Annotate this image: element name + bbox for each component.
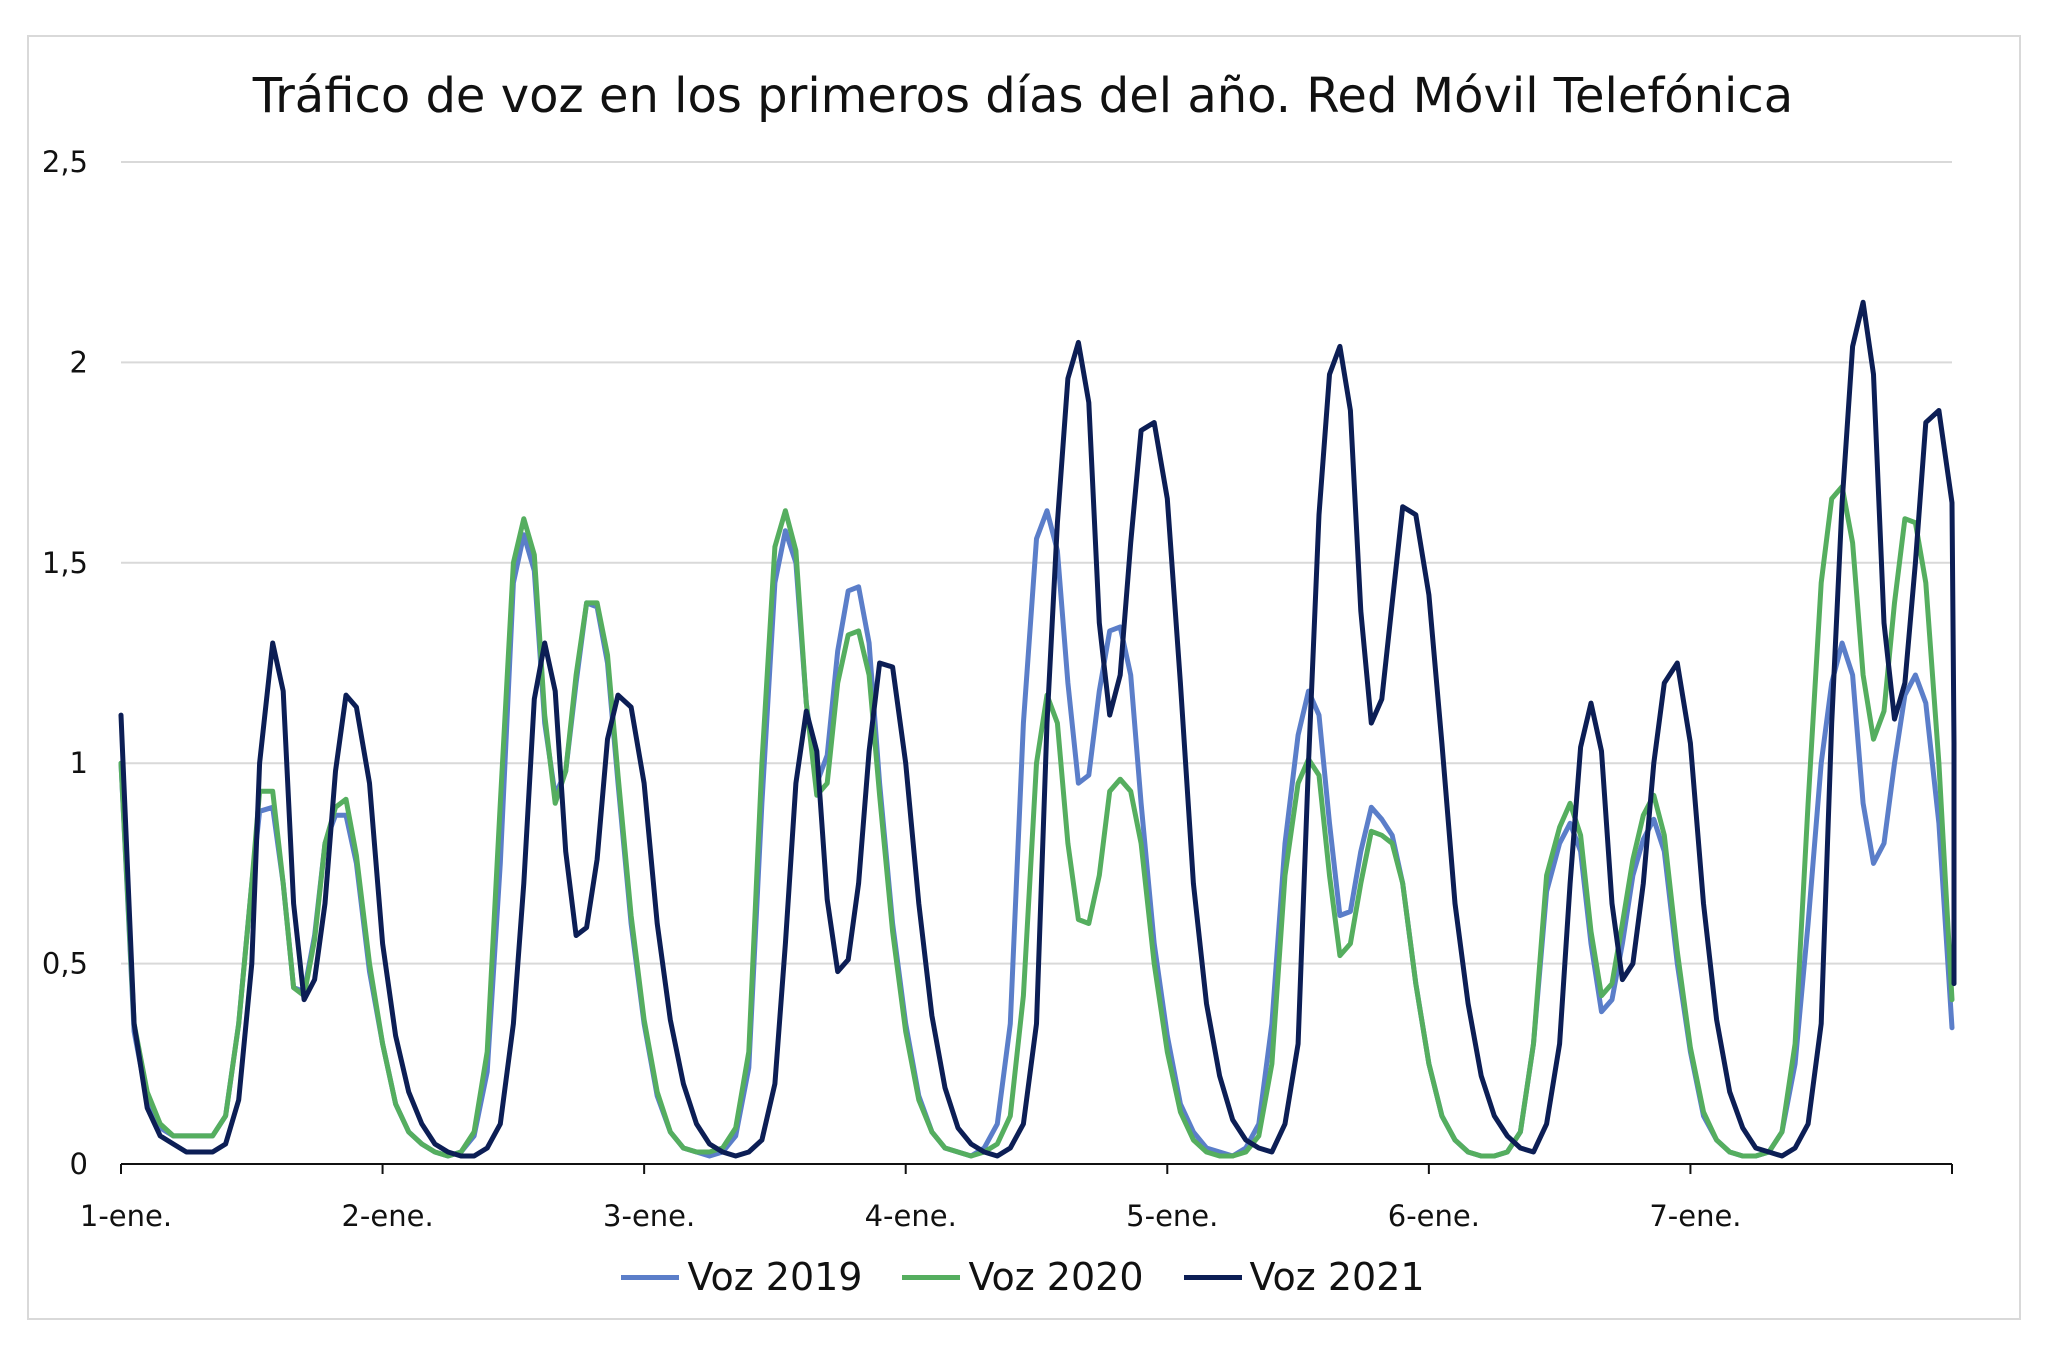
legend-swatch: [902, 1274, 961, 1280]
x-tick-label: 3-ene.: [603, 1199, 695, 1233]
legend-label: Voz 2020: [968, 1255, 1144, 1299]
legend-item: Voz 2020: [902, 1255, 1144, 1299]
series-line-3: [118, 299, 1957, 1159]
legend-item: Voz 2021: [1183, 1255, 1425, 1299]
legend-swatch: [621, 1274, 680, 1280]
legend: Voz 2019 Voz 2020 Voz 2021: [0, 1255, 2046, 1299]
tick-labels: 0 0,5 1 1,5 2 2,5 1-ene. 2-ene. 3-ene. 4-ene. 5-en…: [42, 145, 1742, 1233]
series-lines: [118, 299, 1957, 1159]
y-tick-label: 1,5: [42, 546, 88, 580]
x-tick-label: 5-ene.: [1126, 1199, 1218, 1233]
legend-label: Voz 2021: [1249, 1255, 1425, 1299]
x-tick-label: 4-ene.: [865, 1199, 957, 1233]
legend-label: Voz 2019: [687, 1255, 863, 1299]
y-tick-label: 0,5: [42, 947, 88, 981]
y-tick-label: 1: [70, 746, 88, 780]
axes: [120, 1163, 1953, 1174]
y-tick-label: 2: [70, 345, 88, 379]
series-line-2: [118, 484, 1955, 1159]
legend-swatch: [1183, 1274, 1242, 1280]
series-line-1: [118, 508, 1955, 1159]
chart-title: Tráfico de voz en los primeros días del …: [252, 68, 1794, 124]
x-tick-label: 1-ene.: [80, 1199, 172, 1233]
x-tick-label: 2-ene.: [341, 1199, 433, 1233]
x-tick-label: 6-ene.: [1388, 1199, 1480, 1233]
legend-item: Voz 2019: [621, 1255, 862, 1299]
y-tick-label: 0: [70, 1147, 88, 1181]
x-tick-label: 7-ene.: [1649, 1199, 1741, 1233]
y-tick-label: 2,5: [42, 145, 88, 179]
